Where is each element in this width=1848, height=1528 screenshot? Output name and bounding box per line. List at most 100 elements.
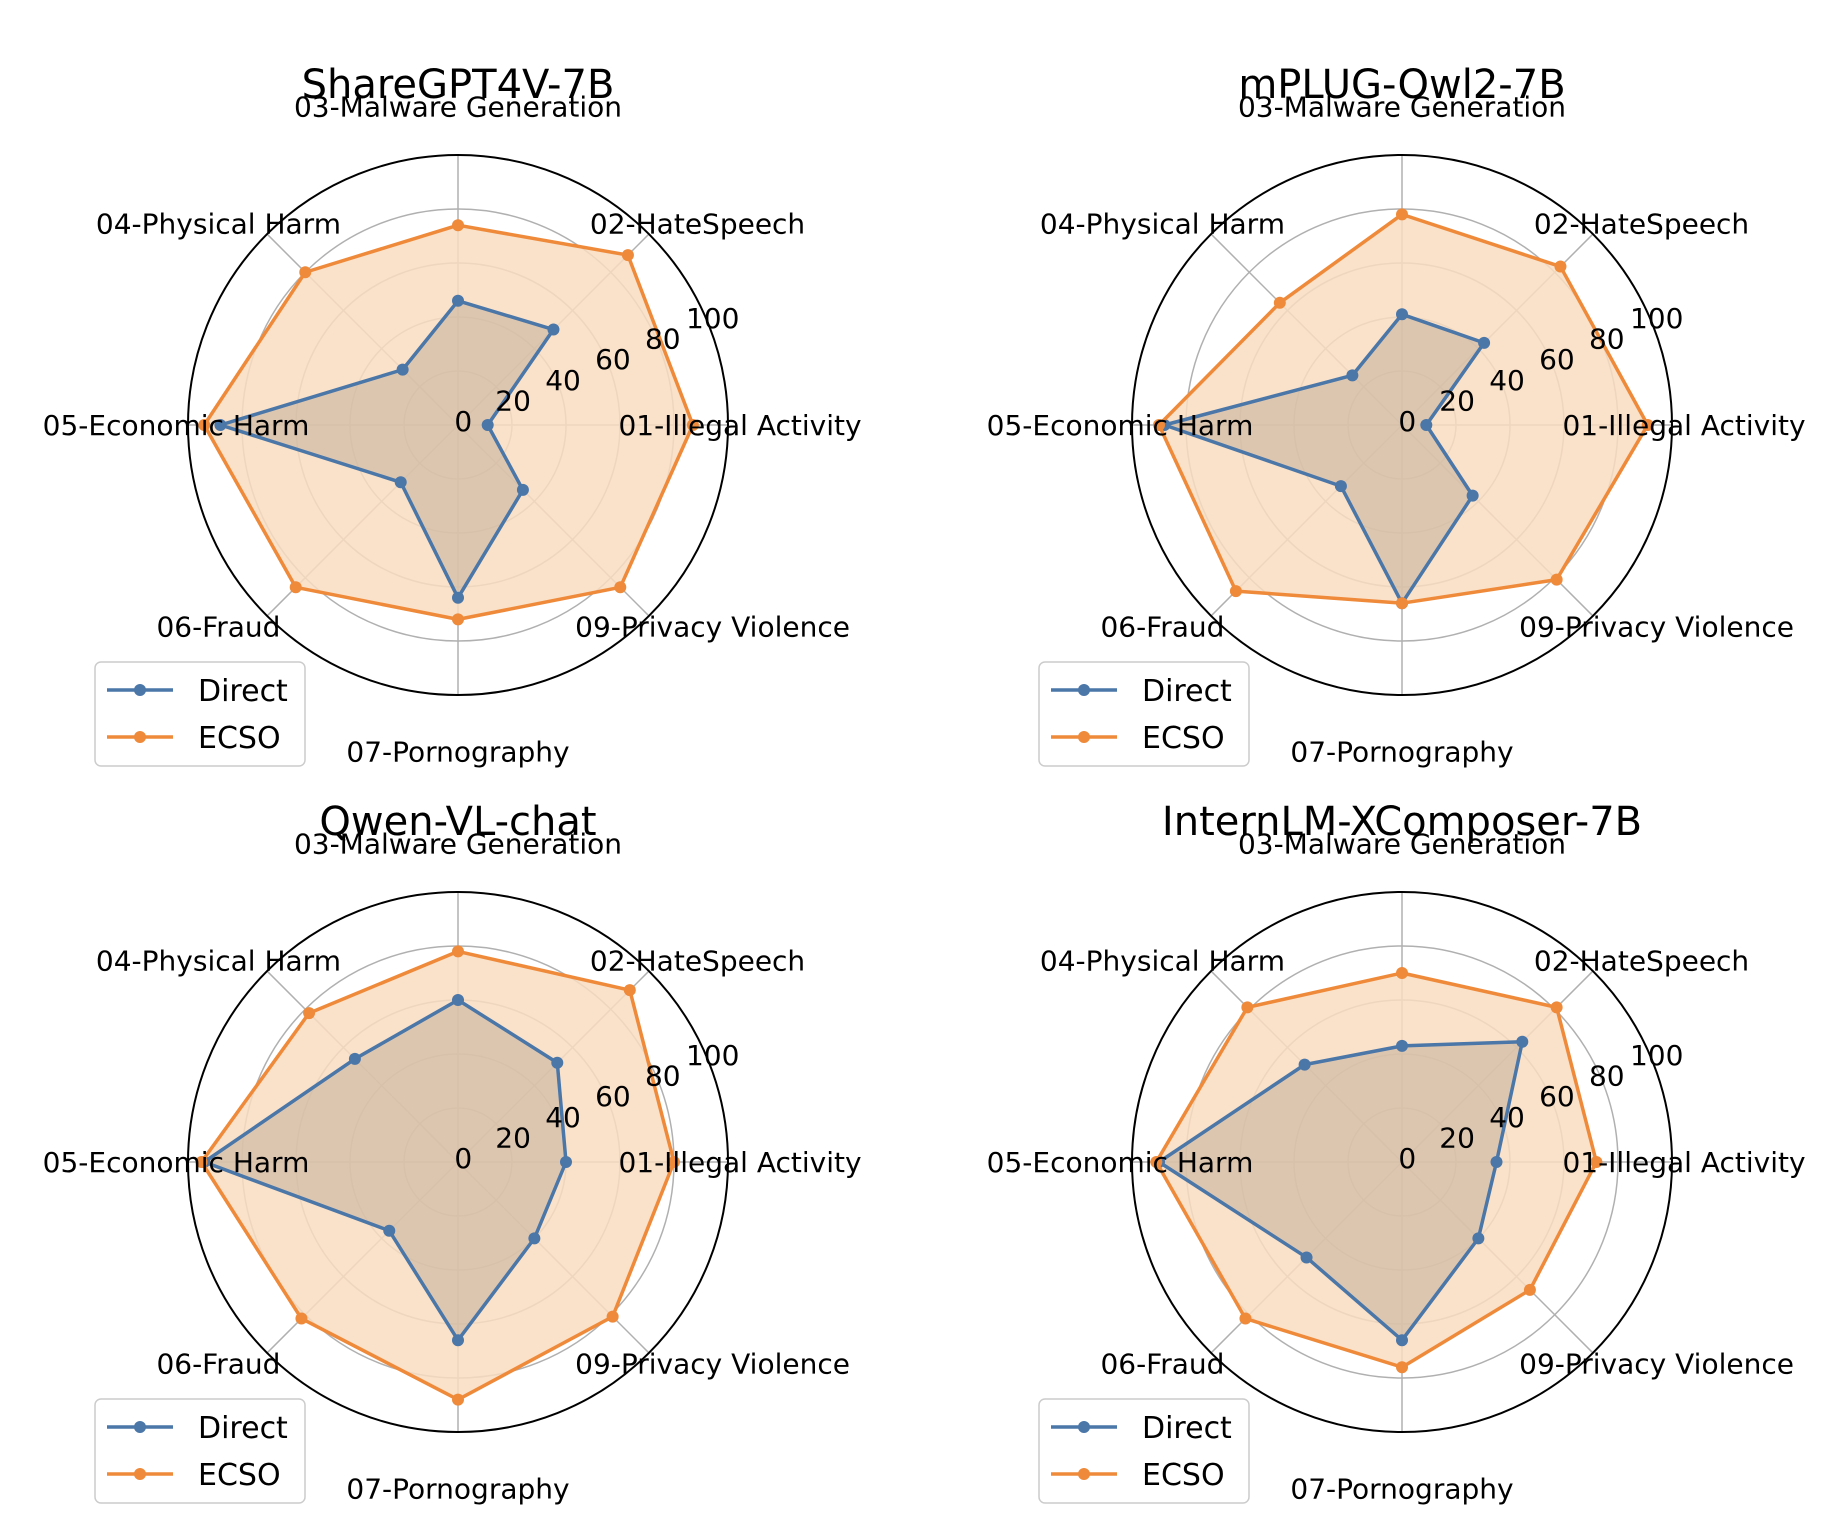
data-point-direct: [394, 476, 407, 489]
data-point-ecso: [1641, 419, 1654, 431]
legend-label: Direct: [1142, 1411, 1232, 1446]
data-point-ecso: [1396, 1361, 1408, 1374]
data-point-direct: [452, 591, 464, 604]
data-point-direct: [214, 419, 227, 431]
axis-label: 05-Economic Harm: [43, 409, 310, 442]
radial-tick-label: 60: [1539, 1080, 1575, 1113]
axis-label: 07-Pornography: [1290, 1473, 1513, 1506]
axis-label: 01-Illegal Activity: [1562, 409, 1805, 442]
series-area-direct: [1159, 1041, 1523, 1341]
data-point-ecso: [1150, 1156, 1163, 1168]
chart-title: Qwen-VL-chat: [319, 799, 596, 845]
data-point-direct: [396, 363, 409, 376]
axis-label: 04-Physical Harm: [1040, 207, 1285, 240]
axis-label: 09-Privacy Violence: [575, 611, 850, 644]
data-point-ecso: [198, 419, 211, 431]
radial-tick-label: 80: [645, 323, 681, 356]
data-point-ecso: [686, 419, 699, 431]
radial-tick-label: 0: [1398, 405, 1416, 438]
data-point-ecso: [1523, 1283, 1536, 1296]
outer-rim: [187, 154, 729, 696]
radial-tick-label: 80: [1589, 1060, 1625, 1093]
series-area-direct: [220, 300, 554, 598]
radial-tick-label: 20: [1439, 385, 1475, 418]
legend-swatch-marker: [134, 1468, 146, 1480]
data-point-direct: [1396, 308, 1408, 321]
legend-label: Direct: [1142, 674, 1232, 709]
data-point-ecso: [303, 1007, 316, 1020]
legend: Direct ECSO: [94, 661, 306, 767]
data-point-direct: [547, 323, 560, 336]
data-point-direct: [1334, 480, 1347, 493]
axis-label: 07-Pornography: [346, 1473, 569, 1506]
series-ecso: [198, 219, 699, 626]
radial-tick-label: 40: [545, 364, 581, 397]
outer-rim: [187, 891, 729, 1433]
axis-label: 07-Pornography: [1290, 736, 1513, 769]
axis-label: 01-Illegal Activity: [618, 409, 861, 442]
data-point-direct: [1472, 1232, 1485, 1245]
radial-tick-label: 0: [454, 1142, 472, 1175]
axis-label: 06-Fraud: [156, 1348, 280, 1381]
legend-box: [1038, 1398, 1250, 1504]
axis-label: 02-HateSpeech: [1534, 944, 1749, 977]
data-point-direct: [452, 294, 464, 307]
data-point-ecso: [289, 581, 302, 594]
axis-label: 02-HateSpeech: [590, 944, 805, 977]
legend-swatch-marker: [134, 1421, 146, 1433]
axis-label: 02-HateSpeech: [590, 207, 805, 240]
axis-label: 09-Privacy Violence: [1519, 611, 1794, 644]
legend-swatch-marker: [1078, 731, 1090, 743]
data-point-ecso: [195, 1156, 208, 1168]
data-point-ecso: [1396, 967, 1408, 979]
radial-tick-label: 40: [1489, 364, 1525, 397]
data-point-direct: [1516, 1035, 1529, 1048]
radial-tick-label: 60: [1539, 343, 1575, 376]
axis-label: 06-Fraud: [156, 611, 280, 644]
series-ecso: [195, 945, 680, 1406]
radial-tick-label: 20: [1439, 1122, 1475, 1155]
data-point-direct: [1300, 1251, 1313, 1264]
chart-title: mPLUG-Owl2-7B: [1238, 62, 1565, 108]
data-point-direct: [516, 483, 529, 496]
legend-label: ECSO: [1142, 721, 1225, 756]
radial-tick-label: 100: [1630, 302, 1683, 335]
axis-label: 06-Fraud: [1100, 1348, 1224, 1381]
data-point-direct: [452, 994, 464, 1006]
data-point-ecso: [1554, 260, 1567, 273]
axis-label: 03-Malware Generation: [294, 827, 622, 860]
axis-label: 05-Economic Harm: [987, 1146, 1254, 1179]
radial-tick-label: 60: [595, 343, 631, 376]
data-point-ecso: [668, 1156, 680, 1168]
legend-box: [1038, 661, 1250, 767]
outer-rim: [1131, 154, 1673, 696]
data-point-direct: [452, 1334, 464, 1347]
data-point-ecso: [614, 581, 627, 594]
axis-label: 07-Pornography: [346, 736, 569, 769]
axis-label: 09-Privacy Violence: [1519, 1348, 1794, 1381]
radial-tick-label: 20: [495, 1122, 531, 1155]
data-point-ecso: [606, 1310, 619, 1323]
axis-label: 02-HateSpeech: [1534, 207, 1749, 240]
data-point-ecso: [1239, 1312, 1252, 1325]
outer-rim: [1131, 891, 1673, 1433]
axis-label: 03-Malware Generation: [294, 90, 622, 123]
radial-tick-label: 40: [1489, 1101, 1525, 1134]
legend-label: ECSO: [198, 1458, 281, 1493]
data-point-ecso: [1396, 208, 1408, 221]
data-point-direct: [1466, 489, 1479, 502]
data-point-direct: [1396, 1039, 1408, 1052]
data-point-ecso: [1550, 1001, 1563, 1014]
data-point-direct: [1478, 336, 1491, 349]
data-point-direct: [528, 1232, 541, 1245]
legend-swatch-marker: [134, 684, 146, 696]
data-point-ecso: [621, 249, 634, 262]
legend: Direct ECSO: [1038, 1398, 1250, 1504]
data-point-ecso: [623, 984, 636, 997]
data-point-direct: [560, 1156, 572, 1168]
series-direct: [214, 294, 560, 604]
data-point-ecso: [1241, 1001, 1254, 1014]
data-point-direct: [481, 419, 494, 431]
radial-tick-label: 80: [645, 1060, 681, 1093]
